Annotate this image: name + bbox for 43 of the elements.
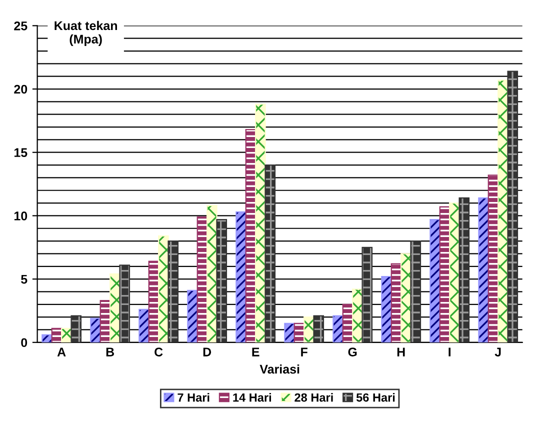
bar: [313, 315, 324, 342]
bar: [332, 315, 344, 342]
bar: [255, 104, 266, 342]
x-tick-label: I: [448, 348, 450, 356]
bar: [216, 218, 228, 342]
legend-label: 14 Hari: [233, 393, 271, 402]
y-tick-label: 20: [14, 84, 28, 94]
x-tick-label: F: [301, 348, 308, 356]
x-tick-label: D: [203, 348, 212, 356]
bar: [284, 322, 295, 342]
bar: [410, 240, 422, 342]
y-tick-label: 5: [21, 274, 28, 284]
bar: [90, 318, 101, 342]
legend-label: 7 Hari: [178, 393, 210, 402]
y-axis-title: Kuat tekan (Mpa): [54, 20, 117, 46]
x-tick-label: G: [348, 348, 357, 356]
bar: [362, 246, 373, 342]
legend-label: 56 Hari: [356, 393, 395, 402]
bar: [236, 211, 246, 342]
bar: [187, 290, 198, 342]
x-tick-label: B: [106, 348, 114, 356]
bar: [458, 197, 470, 342]
y-tick-label: 25: [14, 21, 28, 30]
bar: [264, 164, 276, 342]
bar: [168, 240, 179, 342]
x-tick-label: A: [57, 348, 66, 356]
y-tick-label: 0: [21, 338, 28, 348]
legend-label: 28 Hari: [294, 393, 333, 402]
x-tick-label: J: [494, 348, 501, 356]
x-tick-label: H: [397, 348, 405, 356]
y-tick-label: 15: [14, 148, 28, 158]
bar: [381, 276, 392, 342]
x-tick-label: E: [252, 348, 260, 356]
bar: [70, 315, 82, 342]
x-axis-title: Variasi: [260, 364, 300, 374]
bar: [430, 218, 440, 342]
bar: [42, 334, 52, 342]
y-tick-label: 10: [14, 212, 28, 220]
bar: [119, 264, 130, 342]
bar: [507, 70, 518, 342]
bar: [478, 197, 489, 342]
bar: [138, 308, 150, 342]
x-tick-label: C: [154, 348, 163, 356]
